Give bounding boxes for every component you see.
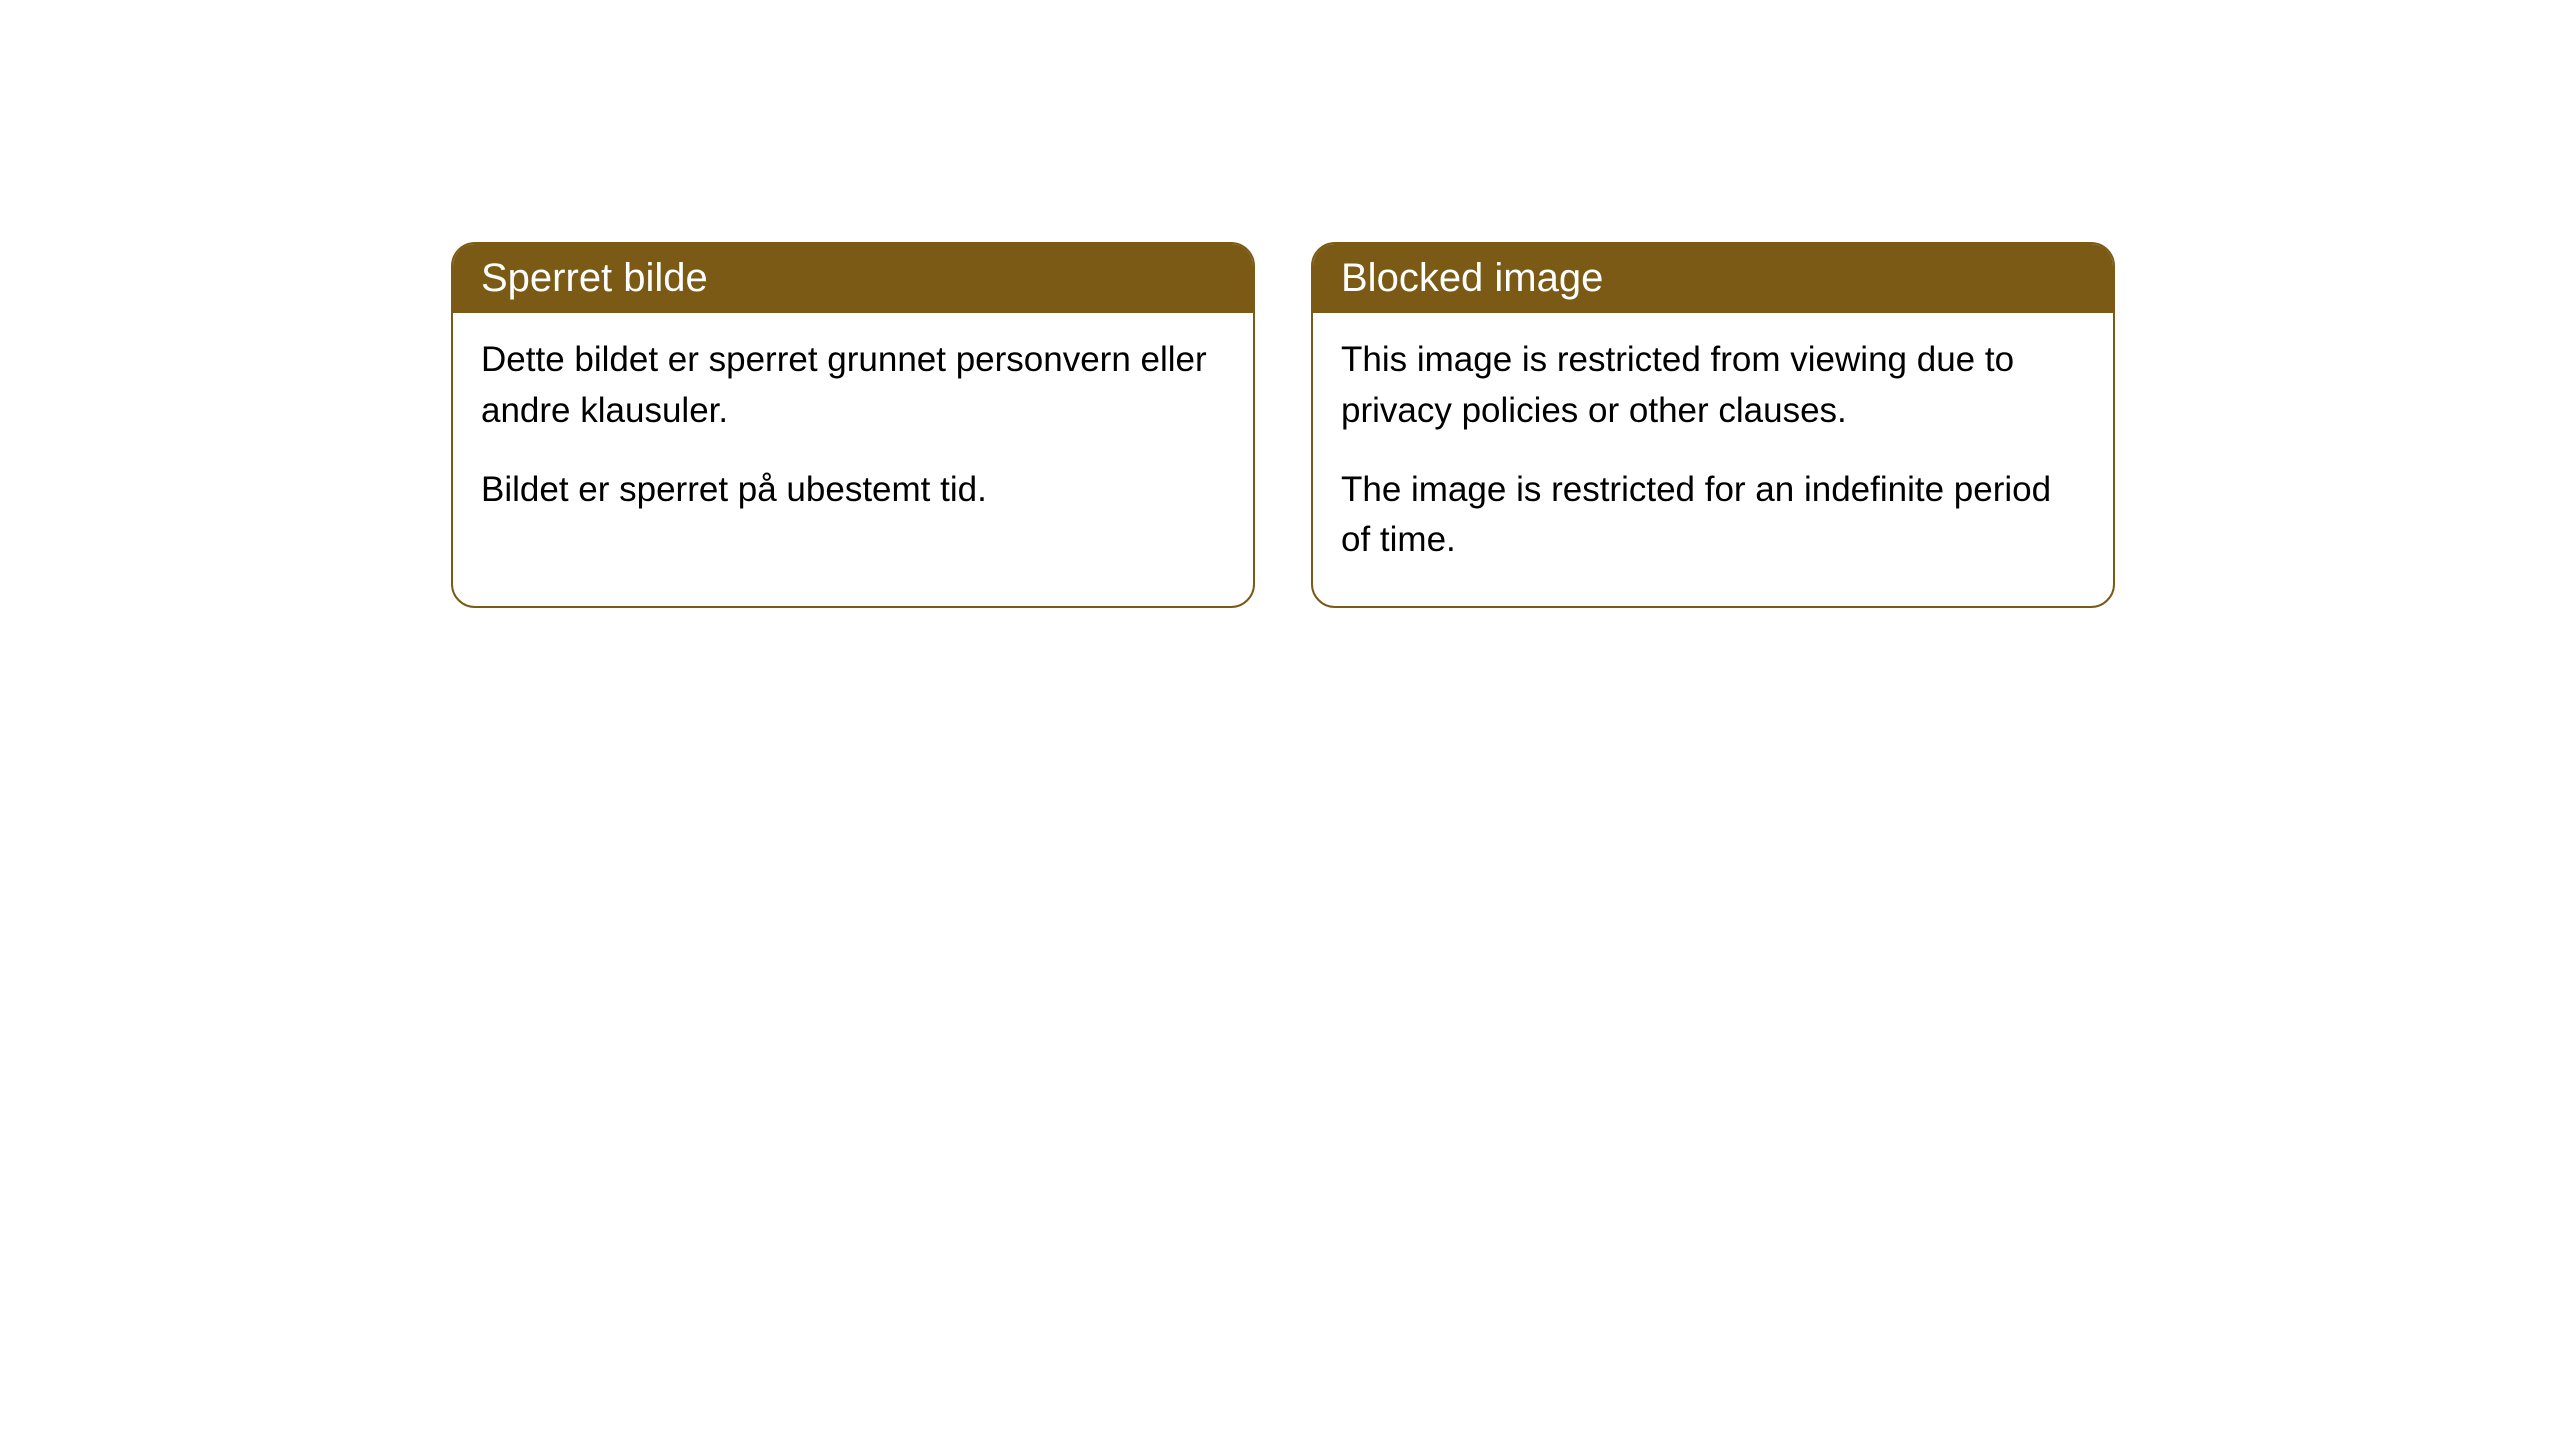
card-paragraph-1-english: This image is restricted from viewing du… <box>1341 335 2085 437</box>
card-paragraph-2-english: The image is restricted for an indefinit… <box>1341 465 2085 567</box>
card-title-english: Blocked image <box>1341 256 1603 300</box>
card-paragraph-2-norwegian: Bildet er sperret på ubestemt tid. <box>481 465 1225 516</box>
card-body-english: This image is restricted from viewing du… <box>1313 313 2113 606</box>
card-title-norwegian: Sperret bilde <box>481 256 708 300</box>
blocked-image-card-norwegian: Sperret bilde Dette bildet er sperret gr… <box>451 242 1255 608</box>
card-header-norwegian: Sperret bilde <box>453 244 1253 313</box>
card-body-norwegian: Dette bildet er sperret grunnet personve… <box>453 313 1253 555</box>
blocked-image-card-english: Blocked image This image is restricted f… <box>1311 242 2115 608</box>
notice-cards-container: Sperret bilde Dette bildet er sperret gr… <box>451 242 2115 608</box>
card-paragraph-1-norwegian: Dette bildet er sperret grunnet personve… <box>481 335 1225 437</box>
card-header-english: Blocked image <box>1313 244 2113 313</box>
